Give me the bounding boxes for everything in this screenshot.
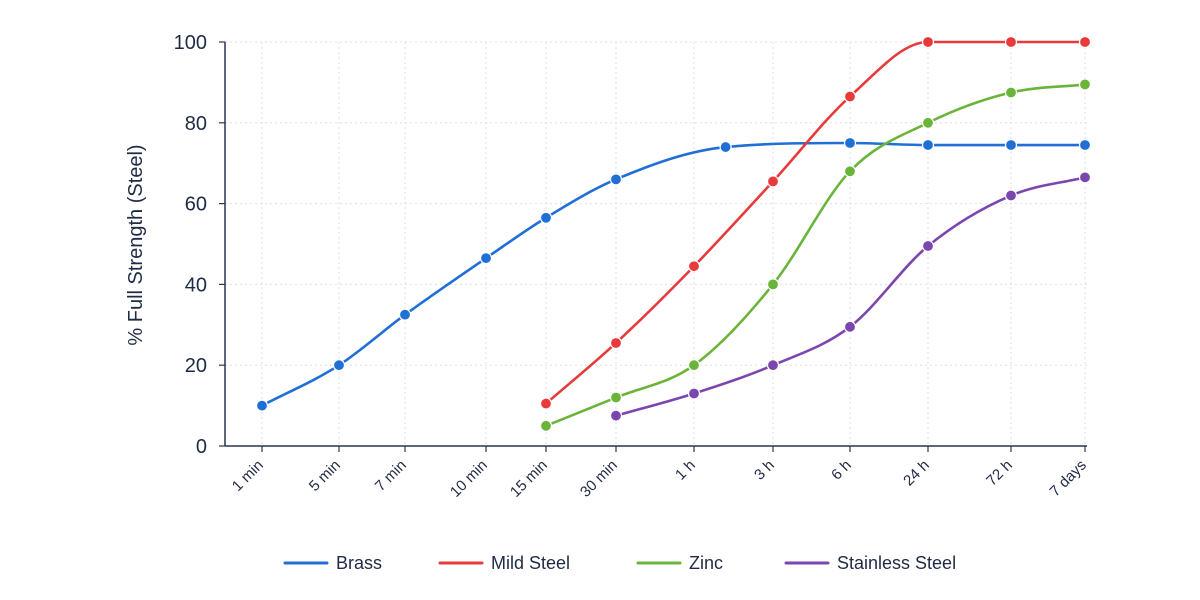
legend-label: Zinc — [689, 553, 723, 573]
data-point-brass[interactable] — [609, 173, 623, 186]
legend: Brass Mild Steel Zinc Stainless Steel — [283, 553, 956, 573]
legend-label: Mild Steel — [491, 553, 570, 573]
x-tick-label: 1 h — [672, 457, 699, 484]
data-point-stainless-steel[interactable] — [1004, 189, 1018, 202]
data-point-brass[interactable] — [479, 252, 493, 265]
y-tick-label: 40 — [185, 274, 207, 296]
data-point-mild-steel[interactable] — [766, 175, 780, 188]
legend-item-mild-steel[interactable]: Mild Steel — [438, 553, 570, 573]
y-tick-label: 60 — [185, 194, 207, 216]
data-point-zinc[interactable] — [687, 359, 701, 372]
x-tick-label: 30 min — [577, 457, 621, 501]
y-tick-label: 20 — [185, 355, 207, 377]
data-point-mild-steel[interactable] — [921, 35, 935, 49]
data-point-zinc[interactable] — [843, 165, 857, 178]
x-tick-label: 72 h — [983, 457, 1016, 490]
data-point-zinc[interactable] — [1078, 78, 1092, 91]
data-point-mild-steel[interactable] — [687, 260, 701, 273]
data-point-brass[interactable] — [1078, 138, 1092, 152]
data-point-zinc[interactable] — [1004, 86, 1018, 99]
legend-label: Brass — [336, 553, 382, 573]
x-tick-label: 10 min — [447, 457, 491, 501]
x-tick-label: 24 h — [900, 457, 933, 490]
series-line-zinc — [544, 83, 1087, 428]
x-tick-label: 15 min — [507, 457, 551, 501]
data-point-mild-steel[interactable] — [609, 336, 623, 350]
x-tick-label: 3 h — [751, 457, 778, 484]
data-point-mild-steel[interactable] — [539, 397, 553, 410]
series-brass — [255, 136, 1092, 412]
grid — [225, 41, 1087, 446]
series-line-brass — [260, 141, 1087, 407]
x-tick-label: 6 h — [828, 457, 855, 484]
data-point-brass[interactable] — [1004, 138, 1018, 152]
data-point-brass[interactable] — [539, 211, 553, 224]
y-tick-label: 80 — [185, 113, 207, 135]
legend-label: Stainless Steel — [837, 553, 956, 573]
data-point-brass[interactable] — [332, 359, 346, 372]
series-line-mild-steel — [544, 40, 1087, 405]
data-point-zinc[interactable] — [609, 391, 623, 404]
data-point-stainless-steel[interactable] — [687, 387, 701, 400]
data-point-brass[interactable] — [719, 140, 732, 154]
series-zinc — [539, 78, 1092, 432]
data-point-stainless-steel[interactable] — [609, 409, 623, 422]
data-point-zinc[interactable] — [539, 419, 553, 432]
y-tick-label: 0 — [196, 436, 207, 458]
data-point-zinc[interactable] — [766, 278, 780, 291]
legend-item-stainless-steel[interactable]: Stainless Steel — [784, 553, 956, 573]
x-tick-label: 7 min — [372, 457, 410, 495]
data-point-brass[interactable] — [921, 138, 935, 152]
data-point-stainless-steel[interactable] — [1078, 171, 1092, 184]
data-point-mild-steel[interactable] — [1078, 35, 1092, 49]
y-axis-title: % Full Strength (Steel) — [125, 144, 147, 345]
legend-item-brass[interactable]: Brass — [283, 553, 382, 573]
legend-item-zinc[interactable]: Zinc — [636, 553, 723, 573]
data-point-brass[interactable] — [398, 308, 412, 321]
series-stainless-steel — [609, 171, 1092, 422]
series-layer — [255, 35, 1092, 432]
y-tick-label: 100 — [174, 32, 207, 54]
x-tick-label: 5 min — [306, 457, 344, 495]
data-point-mild-steel[interactable] — [1004, 35, 1018, 49]
data-point-brass[interactable] — [843, 136, 857, 150]
data-point-brass[interactable] — [255, 399, 269, 412]
series-mild-steel — [539, 35, 1092, 410]
data-point-mild-steel[interactable] — [843, 90, 857, 103]
data-point-stainless-steel[interactable] — [766, 359, 780, 372]
data-point-zinc[interactable] — [921, 116, 935, 129]
data-point-stainless-steel[interactable] — [921, 239, 935, 253]
x-tick-label: 7 days — [1047, 457, 1090, 500]
axes: 0 20 40 60 80 100 1 min 5 min 7 min 10 min 15 min 3… — [174, 32, 1090, 501]
x-tick-label: 1 min — [229, 457, 267, 495]
data-point-stainless-steel[interactable] — [843, 320, 857, 333]
